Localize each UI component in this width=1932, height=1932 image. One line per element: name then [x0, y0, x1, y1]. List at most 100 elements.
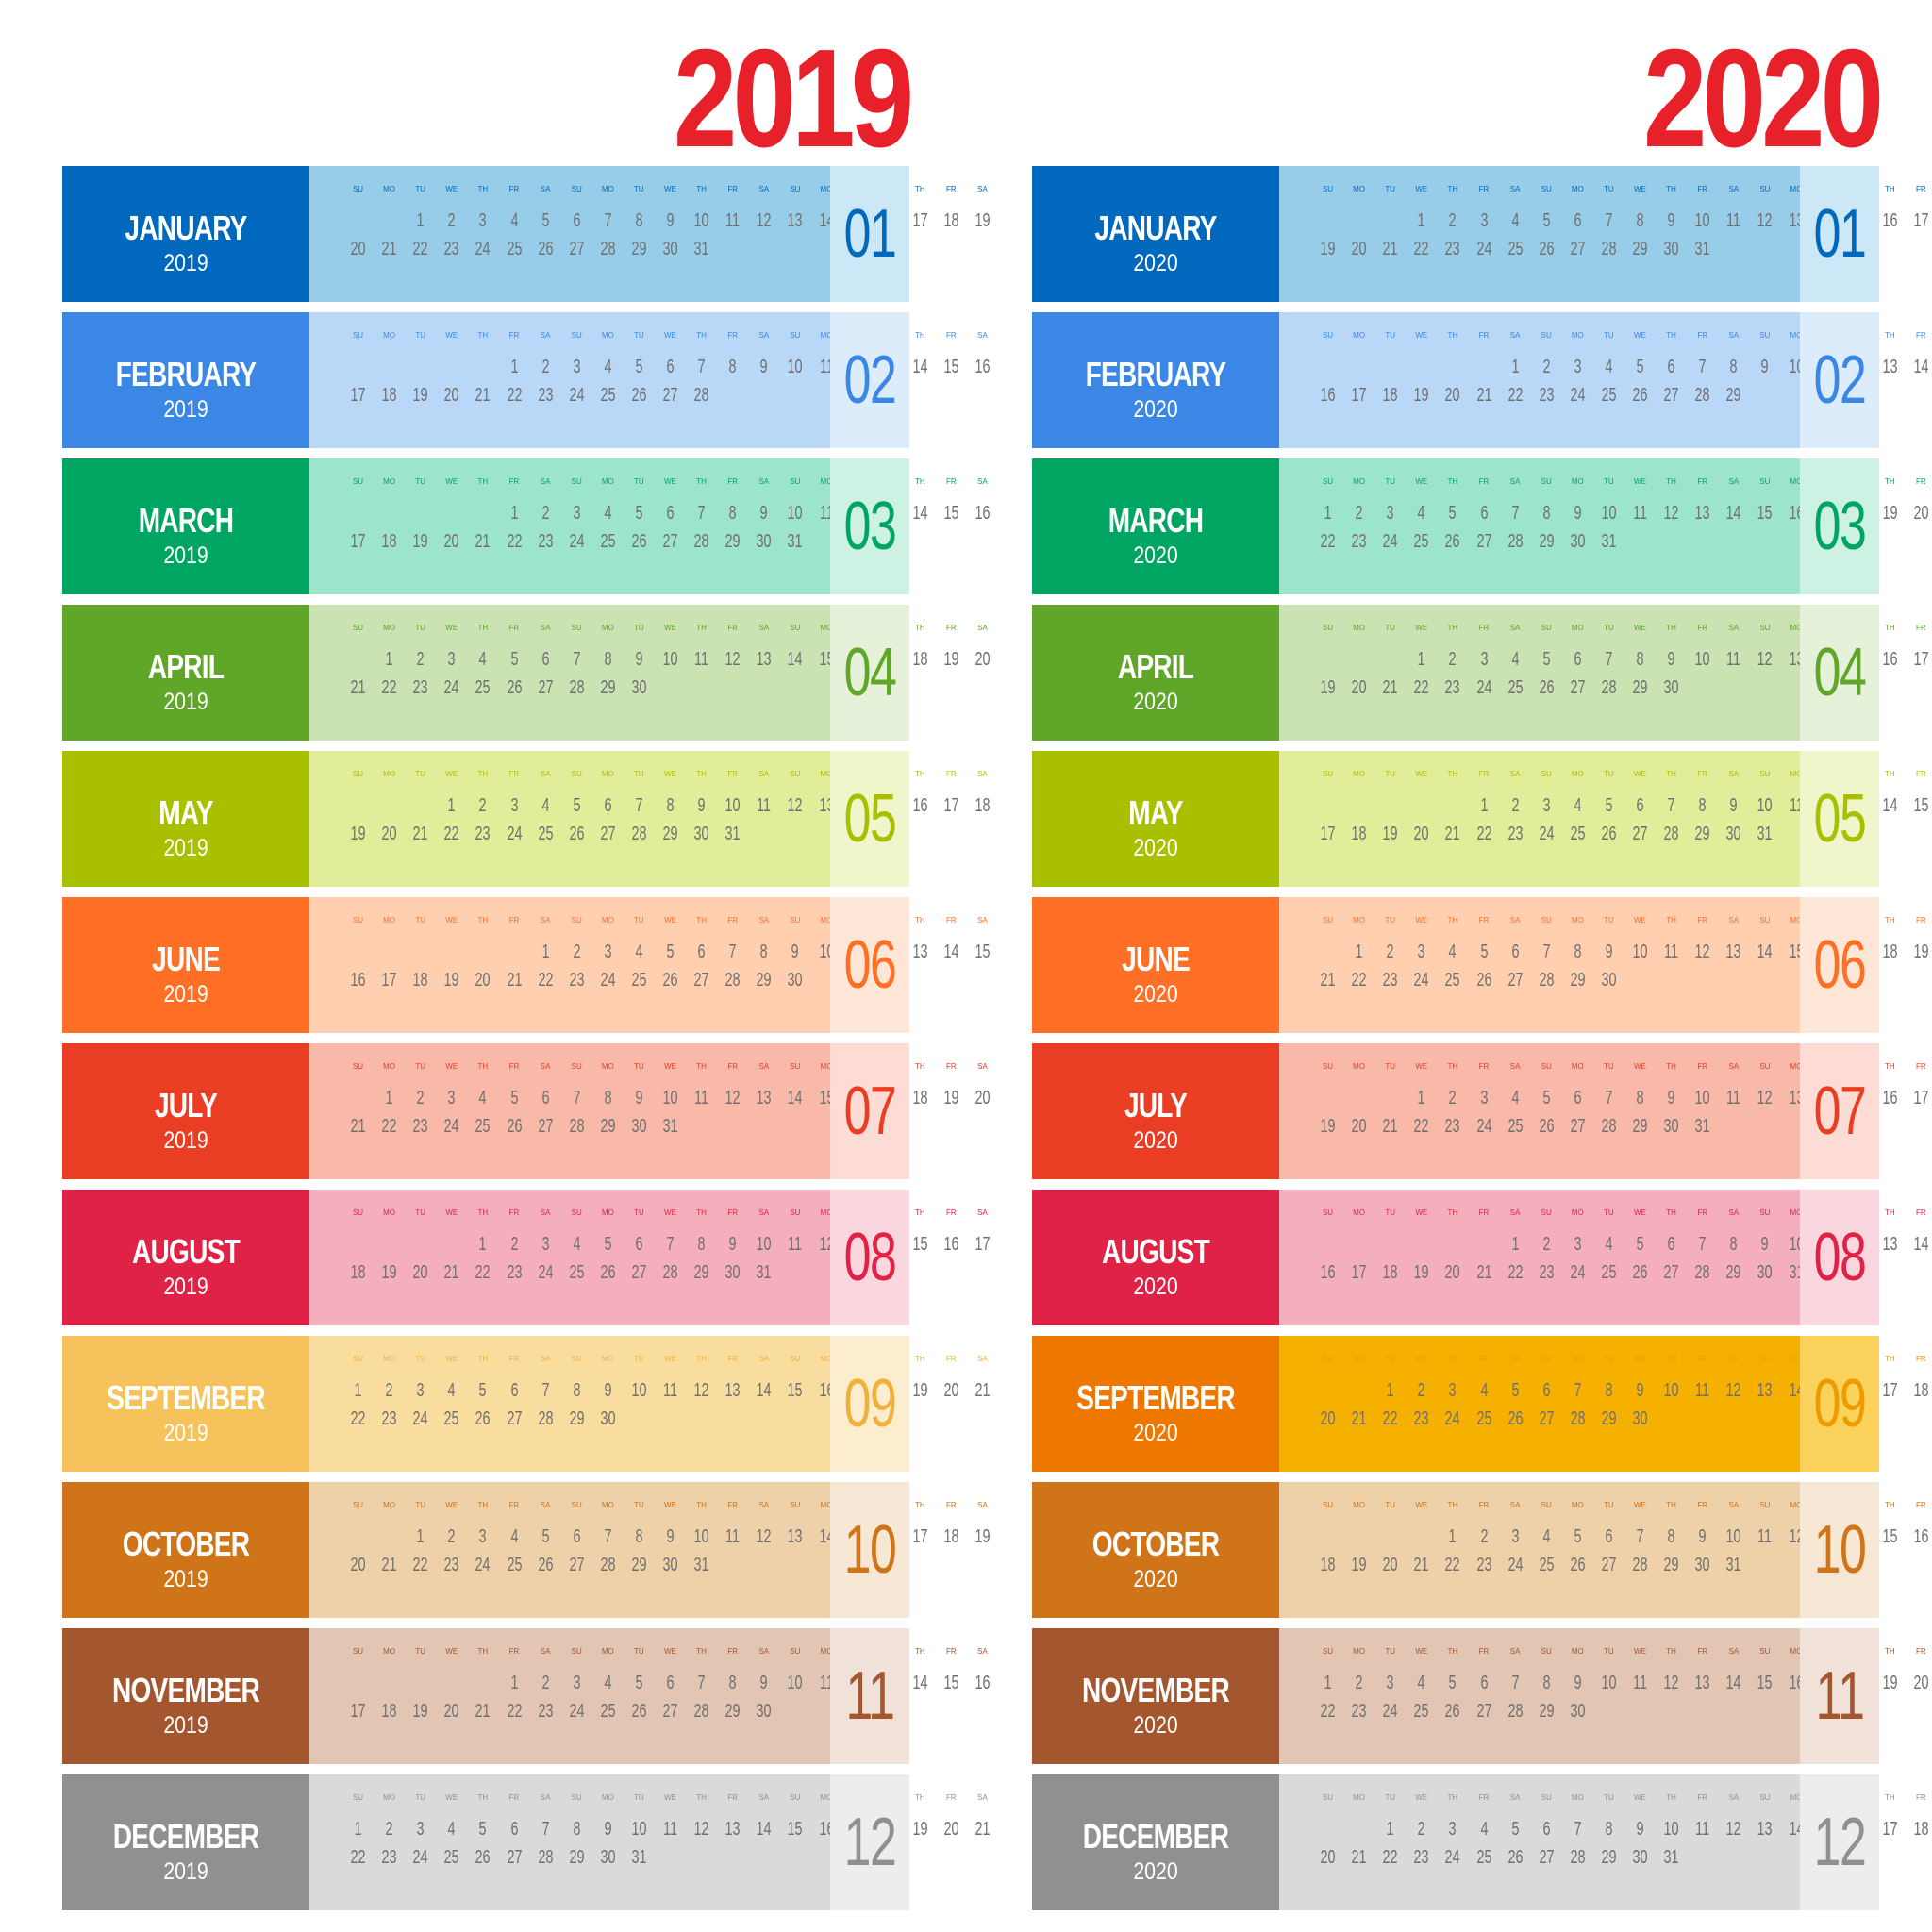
day-cell: 29	[724, 1700, 741, 1722]
month-number-text: 01	[843, 196, 897, 272]
month-row-december: DECEMBER 2020 SU MO TU WE TH FR SA SU MO TU WE TH FR SA…	[1032, 1774, 1928, 1910]
day-cell: 21	[1382, 676, 1398, 698]
day-cell: 9	[1667, 1088, 1675, 1108]
day-cell: 11	[1695, 1380, 1710, 1401]
day-cell: 31	[787, 530, 803, 552]
day-cell: 7	[1698, 1234, 1707, 1255]
weekday-label: SA	[758, 1355, 770, 1363]
weekday-label: SA	[540, 1793, 551, 1802]
day-cell: 11	[1726, 649, 1741, 670]
weekday-label: TU	[1604, 331, 1614, 340]
weekday-label: SA	[758, 331, 770, 340]
month-days-grid: SUMOTUWETHFRSASUMOTUWETHFRSASUMOTUWETHFR…	[1279, 1190, 1928, 1325]
day-cell: 24	[569, 384, 585, 406]
day-cell: 3	[478, 1526, 487, 1547]
day-cell: 13	[756, 649, 772, 670]
month-year: 2019	[163, 1858, 208, 1885]
month-number: 09	[830, 1336, 909, 1472]
month-row-august: AUGUST 2020 SU MO TU WE TH FR SA SU MO TU WE TH FR SA SU…	[1032, 1190, 1928, 1325]
weekday-label: FR	[1916, 624, 1926, 632]
weekday-label: SA	[540, 1062, 551, 1071]
weekday-label: TU	[1385, 770, 1396, 778]
weekday-label: TH	[1447, 185, 1458, 193]
month-label: MARCH 2019	[62, 458, 309, 594]
day-cell: 5	[1636, 1234, 1644, 1255]
weekday-label: TU	[634, 624, 644, 632]
day-cell: 27	[538, 1115, 554, 1137]
weekday-label: SU	[1759, 185, 1771, 193]
day-cell: 5	[573, 795, 581, 816]
weekday-label: TU	[1385, 1355, 1396, 1363]
day-cell: 27	[1539, 1407, 1555, 1429]
day-cell: 24	[1507, 1554, 1524, 1575]
day-cell: 12	[693, 1380, 709, 1401]
month-label: JULY 2020	[1032, 1043, 1279, 1179]
weekday-label: MO	[820, 1208, 833, 1217]
month-number-text: 02	[1813, 342, 1867, 418]
day-cell: 5	[541, 210, 550, 231]
month-year: 2019	[163, 1127, 208, 1154]
weekday-label: SA	[1509, 916, 1521, 924]
day-cell: 16	[1320, 1261, 1336, 1283]
weekday-label: SA	[977, 1208, 988, 1217]
weekday-label: TH	[1447, 1647, 1458, 1656]
day-cell: 8	[1729, 357, 1738, 377]
day-cell: 7	[1605, 1088, 1613, 1108]
day-cell: 28	[1601, 1115, 1617, 1137]
day-cell: 26	[1444, 1700, 1460, 1722]
weekday-label: MO	[383, 185, 396, 193]
day-cell: 22	[475, 1261, 491, 1283]
weekday-label: SA	[977, 185, 988, 193]
day-cell: 25	[1475, 1407, 1492, 1429]
day-cell: 4	[604, 357, 612, 377]
day-cell: 14	[912, 503, 928, 524]
weekday-label: WE	[1415, 770, 1428, 778]
month-year: 2019	[163, 1712, 208, 1739]
month-days-grid: SUMOTUWETHFRSASUMOTUWETHFRSASUMOTUWETHFR…	[1279, 605, 1928, 741]
month-days-grid: SUMOTUWETHFRSASUMOTUWETHFRSASUMOTUWETHFR…	[1279, 751, 1928, 887]
day-cell: 19	[912, 1819, 928, 1840]
month-row-september: SEPTEMBER 2020 SU MO TU WE TH FR SA SU MO TU WE TH FR S…	[1032, 1336, 1928, 1472]
day-cell: 19	[1413, 384, 1429, 406]
day-cell: 2	[1448, 649, 1457, 670]
day-cell: 12	[787, 795, 803, 816]
day-cell: 12	[1757, 210, 1773, 231]
day-cell: 29	[756, 969, 772, 991]
day-cell: 21	[443, 1261, 459, 1283]
day-cell: 2	[385, 1380, 393, 1401]
day-cell: 23	[538, 530, 554, 552]
month-name: JANUARY	[1094, 208, 1217, 247]
day-cell: 27	[1632, 823, 1648, 844]
year-column-2020: 2020 JANUARY 2020 SU MO TU WE TH FR SA SU MO TU WE TH…	[1032, 0, 1928, 1932]
weekday-label: FR	[1478, 770, 1490, 778]
day-cell: 23	[1507, 823, 1524, 844]
weekday-label: WE	[1415, 185, 1428, 193]
day-cell: 29	[1725, 384, 1741, 406]
weekday-label: SU	[352, 916, 364, 924]
day-cell: 23	[1413, 1407, 1429, 1429]
day-cell: 20	[350, 1554, 366, 1575]
weekday-label: WE	[664, 1208, 676, 1217]
day-cell: 8	[1636, 1088, 1644, 1108]
month-number-text: 09	[1813, 1366, 1867, 1441]
weekday-label: SA	[977, 624, 988, 632]
day-cell: 8	[635, 210, 643, 231]
weekday-label: TU	[1604, 185, 1614, 193]
weekday-label: SA	[1728, 1208, 1740, 1217]
weekday-label: MO	[1353, 1062, 1366, 1071]
weekday-label: SA	[540, 185, 551, 193]
weekday-label: FR	[1697, 624, 1708, 632]
day-cell: 30	[1663, 238, 1679, 259]
day-cell: 9	[1698, 1526, 1707, 1547]
weekday-label: WE	[1634, 185, 1646, 193]
day-cell: 21	[475, 530, 491, 552]
day-cell: 17	[1882, 1380, 1898, 1401]
day-cell: 25	[569, 1261, 585, 1283]
weekday-label: TH	[696, 1062, 707, 1071]
day-cell: 13	[756, 1088, 772, 1108]
day-cell: 6	[1574, 210, 1582, 231]
day-cell: 2	[1511, 795, 1520, 816]
day-cell: 4	[478, 649, 487, 670]
weekday-label: TU	[634, 1355, 644, 1363]
day-cell: 18	[1382, 384, 1398, 406]
